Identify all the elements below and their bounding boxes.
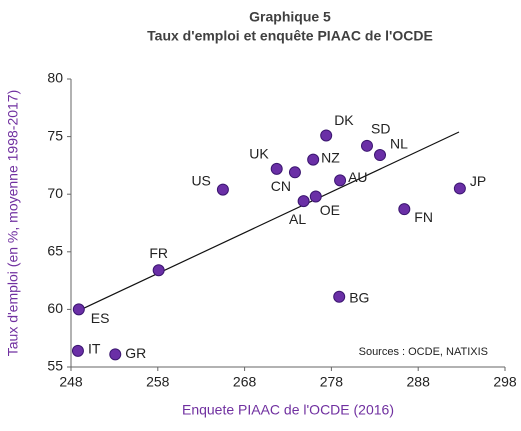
- source-note: Sources : OCDE, NATIXIS: [359, 346, 488, 358]
- point-label: AL: [289, 211, 306, 227]
- x-axis-label: Enquete PIAAC de l'OCDE (2016): [182, 402, 394, 418]
- point: [297, 195, 310, 208]
- x-tick-label: 278: [320, 374, 344, 390]
- point: [360, 139, 373, 152]
- x-tick-label: 268: [233, 374, 257, 390]
- point-label: FN: [414, 209, 433, 225]
- x-tick-label: 248: [59, 374, 83, 390]
- x-tick-label: 288: [407, 374, 431, 390]
- y-axis-label: Taux d'emploi (en %, moyenne 1998-2017): [5, 90, 21, 357]
- point-label: OE: [320, 202, 340, 218]
- point-label: NZ: [321, 149, 340, 165]
- point-label: FR: [149, 245, 168, 261]
- point-label: AU: [348, 169, 367, 185]
- point: [216, 183, 229, 196]
- point-label: DK: [334, 112, 354, 128]
- x-tick-label: 298: [493, 374, 517, 390]
- point: [320, 129, 333, 142]
- y-tick-label: 60: [47, 300, 63, 316]
- point: [334, 174, 347, 187]
- point: [152, 264, 165, 277]
- point: [307, 153, 320, 166]
- y-tick-label: 80: [47, 70, 63, 86]
- point-label: CN: [271, 178, 291, 194]
- point-label: US: [191, 172, 210, 188]
- point-label: JP: [470, 173, 486, 189]
- point: [453, 182, 466, 195]
- point-label: NL: [390, 136, 408, 152]
- y-tick-label: 65: [47, 243, 63, 259]
- point: [309, 190, 322, 203]
- point-label: SD: [371, 121, 390, 137]
- point-label: BG: [349, 289, 369, 305]
- chart-title: Graphique 5: [249, 9, 331, 25]
- point-label: ES: [91, 310, 110, 326]
- point: [288, 166, 301, 179]
- point: [71, 344, 84, 357]
- point: [109, 348, 122, 361]
- y-tick-label: 55: [47, 358, 63, 374]
- point: [270, 162, 283, 175]
- point-label: IT: [88, 341, 101, 357]
- point: [72, 303, 85, 316]
- trend-line: [78, 131, 460, 312]
- point-label: GR: [125, 345, 146, 361]
- y-tick-label: 75: [47, 127, 63, 143]
- point: [398, 203, 411, 216]
- x-tick-label: 258: [146, 374, 170, 390]
- y-tick-label: 70: [47, 185, 63, 201]
- point: [374, 149, 387, 162]
- point-label: UK: [249, 146, 269, 162]
- point: [333, 290, 346, 303]
- chart-subtitle: Taux d'emploi et enquête PIAAC de l'OCDE: [147, 28, 433, 44]
